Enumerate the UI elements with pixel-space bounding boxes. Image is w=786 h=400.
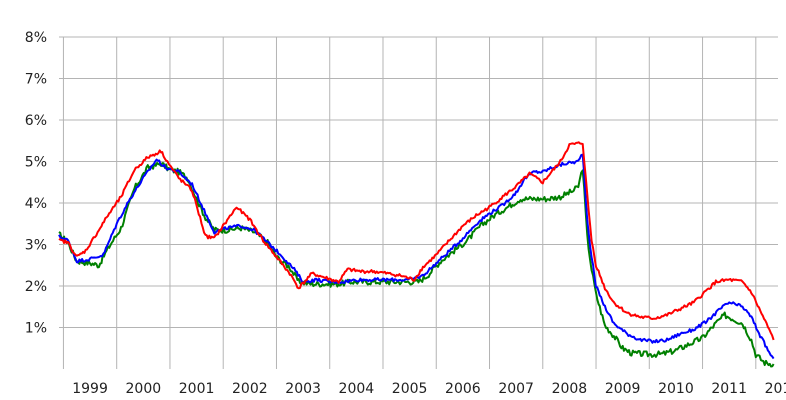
series-line-2	[58, 141, 775, 341]
series-lines	[58, 141, 775, 368]
y-tick-label: 5%	[25, 155, 47, 171]
y-tick-label: 1%	[25, 321, 47, 337]
x-tick-label: 2012	[765, 381, 786, 397]
x-tick-label: 2001	[179, 381, 215, 397]
x-tick-label: 2007	[498, 381, 534, 397]
x-tick-label: 1999	[72, 381, 108, 397]
x-axis-tick-labels: 1999 2000 2001 2002 2003 2004 2005 2006 2007 2008…	[72, 381, 786, 397]
x-tick-label: 2011	[711, 381, 747, 397]
x-tick-label: 2009	[605, 381, 641, 397]
x-tick-label: 2006	[445, 381, 481, 397]
y-tick-label: 3%	[25, 238, 47, 254]
y-tick-label: 6%	[25, 113, 47, 129]
y-tick-label: 8%	[25, 30, 47, 46]
y-axis-tick-labels: 1% 2% 3% 4% 5% 6% 7% 8%	[25, 30, 47, 337]
x-tick-label: 2000	[126, 381, 162, 397]
x-tick-label: 2010	[658, 381, 694, 397]
x-tick-label: 2008	[552, 381, 588, 397]
x-tick-label: 2002	[232, 381, 268, 397]
y-tick-label: 7%	[25, 72, 47, 88]
y-tick-label: 4%	[25, 196, 47, 212]
x-tick-label: 2004	[339, 381, 375, 397]
x-tick-label: 2005	[392, 381, 428, 397]
x-tick-label: 2003	[285, 381, 321, 397]
y-tick-label: 2%	[25, 279, 47, 295]
